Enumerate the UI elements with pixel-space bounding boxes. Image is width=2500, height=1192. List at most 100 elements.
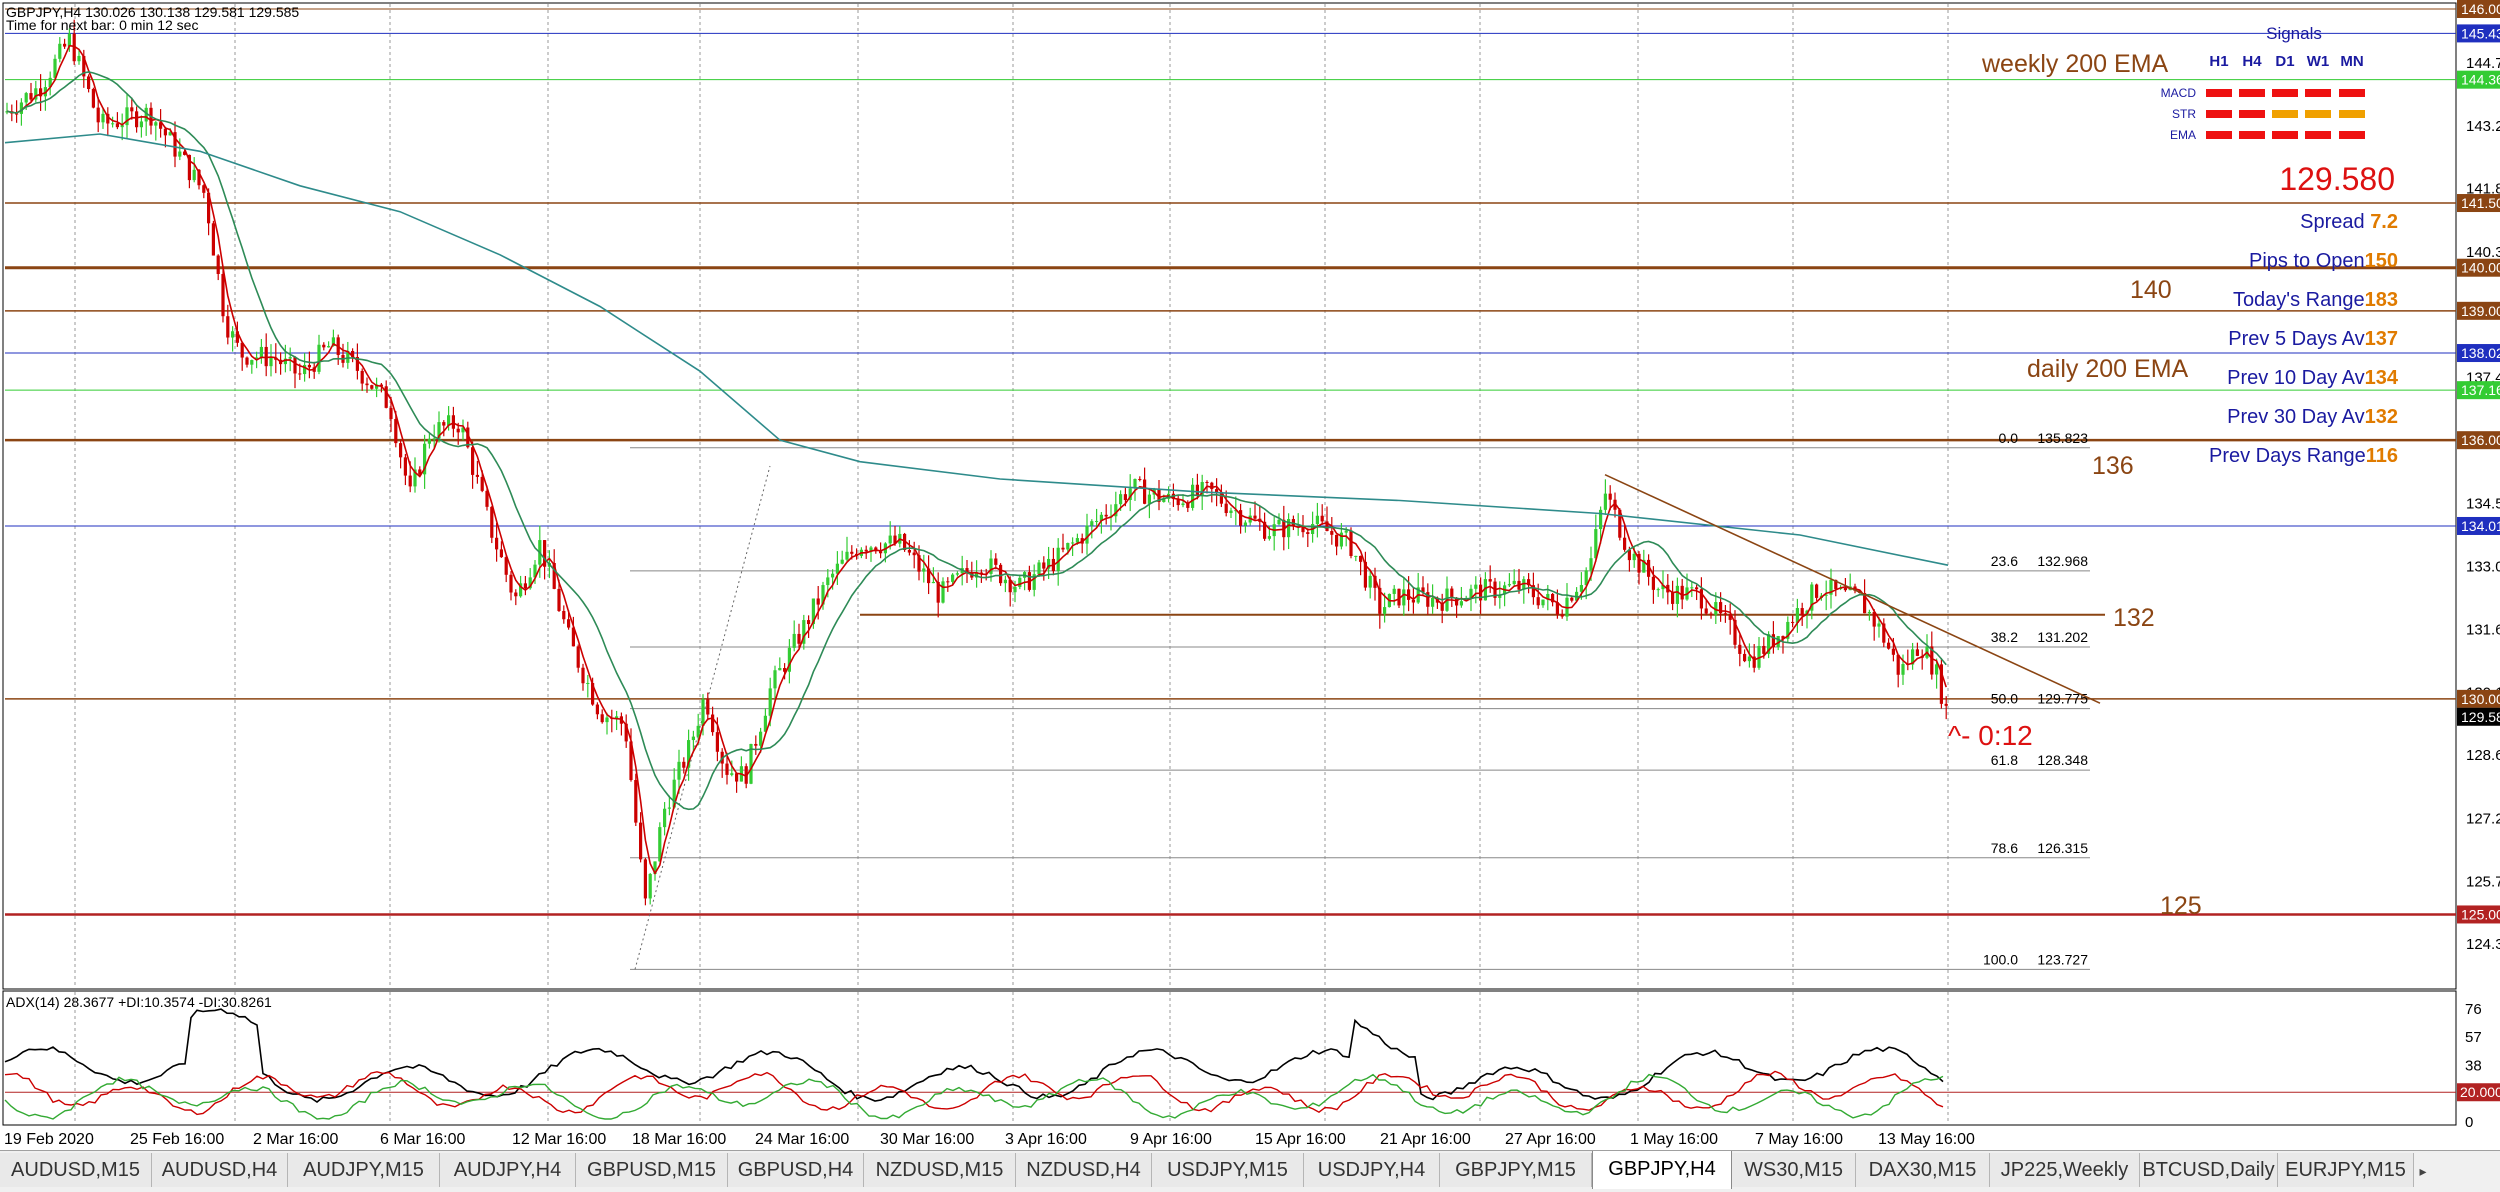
candle-body [1431,597,1435,607]
chart-tab-gbpusd-h4[interactable]: GBPUSD,H4 [728,1153,864,1187]
chart-tab-nzdusd-h4[interactable]: NZDUSD,H4 [1016,1153,1152,1187]
price-tag-text: 134.010 [2461,518,2500,534]
signal-indicator [2305,89,2331,97]
candle-body [821,585,825,605]
fib-level-label: 23.6 [1991,553,2018,569]
fib-price-label: 128.348 [2037,752,2088,768]
candle-body [317,344,321,372]
price-axis-tick: 127.225 [2466,811,2500,828]
price-tag [2457,431,2500,450]
signal-indicator [2206,131,2232,139]
adx-axis: 76 57 38 0 20.0000 [2457,1001,2500,1131]
candle-body [567,619,571,628]
candle-body [917,555,921,572]
trendlines[interactable] [1604,473,2101,704]
candle-body [1411,599,1415,603]
candle-body [879,551,883,554]
candle-body [115,123,119,128]
price-chart[interactable]: 0.0 135.823 23.6 132.968 38.2 131.202 50.0 129.… [0,0,2500,1150]
descending-trendline[interactable] [1604,473,2101,704]
price-tag [2457,707,2500,726]
candle-body [202,185,206,193]
price-tag-text: 136.000 [2461,432,2500,448]
candle-body [1719,602,1723,614]
candle-body [192,169,196,181]
candle-body [1306,532,1310,534]
candle-body [1642,559,1646,573]
candle-body [1440,602,1444,611]
candle-body [1474,584,1478,589]
candle-body [399,443,403,458]
candle-body [250,360,254,365]
annotation-level-132: 132 [2113,604,2155,632]
candle-body [634,780,638,823]
chart-tab-audusd-h4[interactable]: AUDUSD,H4 [152,1153,288,1187]
chart-tab-eurjpy-m15[interactable]: EURJPY,M15 [2278,1153,2414,1187]
chart-tab-gbpusd-m15[interactable]: GBPUSD,M15 [576,1153,728,1187]
candle-body [24,93,28,103]
price-tag-text: 138.021 [2461,345,2500,361]
signals-title: Signals [2266,24,2322,43]
time-axis: 19 Feb 2020 25 Feb 16:00 2 Mar 16:00 6 Mar … [4,1131,1975,1148]
chart-tab-audjpy-m15[interactable]: AUDJPY,M15 [288,1153,440,1187]
candle-body [346,350,350,363]
price-axis-tick: 141.835 [2466,181,2500,198]
candle-body [840,559,844,564]
price-tag-text: 129.585 [2461,709,2500,725]
candle-body [197,169,201,186]
candle-body [912,552,916,556]
candle-body [677,761,681,780]
time-axis-label: 25 Feb 16:00 [130,1131,224,1148]
chart-tab-gbpjpy-m15[interactable]: GBPJPY,M15 [1440,1153,1592,1187]
candle-body [1699,589,1703,609]
chart-tab-dax30-m15[interactable]: DAX30,M15 [1856,1153,1990,1187]
chart-tab-audjpy-h4[interactable]: AUDJPY,H4 [440,1153,576,1187]
candle-body [576,646,580,668]
candle-body [106,113,110,124]
tab-scroll-right-icon[interactable]: ▸ [2419,1163,2427,1179]
candle-body [1608,493,1612,500]
candle-body [1037,562,1041,575]
time-axis-label: 19 Feb 2020 [4,1131,94,1148]
candle-body [543,540,547,567]
candle-body [1843,588,1847,591]
candle-body [1738,644,1742,654]
signal-indicator [2239,131,2265,139]
chart-tab-usdjpy-m15[interactable]: USDJPY,M15 [1152,1153,1304,1187]
candle-body [1373,575,1377,588]
price-tag-text: 139.000 [2461,303,2500,319]
candle-body [1613,499,1617,510]
candle-body [941,581,945,603]
candle-body [778,668,782,671]
signal-indicator [2206,89,2232,97]
chart-tab-btcusd-daily[interactable]: BTCUSD,Daily [2140,1153,2278,1187]
candle-body [207,192,211,224]
candle-body [1728,614,1732,620]
candle-body [495,537,499,550]
chart-tab-ws30-m15[interactable]: WS30,M15 [1732,1153,1856,1187]
candle-body [1277,519,1281,525]
candle-body [408,475,412,487]
candle-body [67,33,71,47]
signal-indicator [2305,131,2331,139]
candle-body [783,668,787,672]
candle-body [1315,515,1319,525]
chart-tab-jp225-weekly[interactable]: JP225,Weekly [1990,1153,2140,1187]
price-axis-tick: 125.770 [2466,873,2500,890]
candle-body [687,740,691,768]
candle-body [1800,608,1804,616]
chart-tab-nzdusd-m15[interactable]: NZDUSD,M15 [864,1153,1016,1187]
candle-body [869,547,873,552]
stat-line: Prev Days Range116 [2209,445,2398,467]
adx-subwindow-frame [2,990,2457,1126]
chart-tab-usdjpy-h4[interactable]: USDJPY,H4 [1304,1153,1440,1187]
candle-body [1671,592,1675,604]
candle-body [384,386,388,408]
chart-tab-gbpjpy-h4[interactable]: GBPJPY,H4 [1592,1151,1732,1189]
candle-body [63,43,67,47]
price-tag-text: 144.361 [2461,72,2500,88]
candle-body [711,714,715,733]
chart-tab-audusd-m15[interactable]: AUDUSD,M15 [0,1153,152,1187]
candle-body [1786,621,1790,639]
candle-body [1181,503,1185,506]
